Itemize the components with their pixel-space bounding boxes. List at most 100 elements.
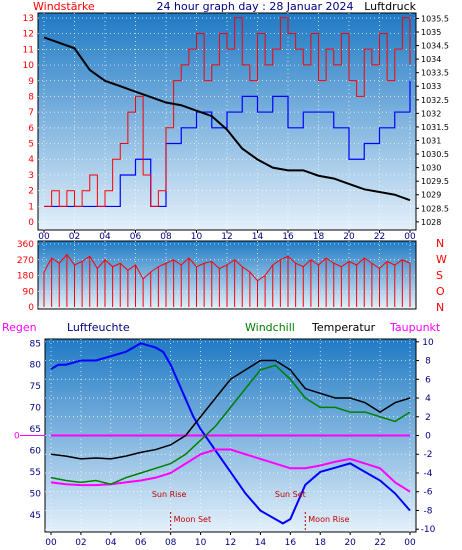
temp-tick-label: -10: [421, 525, 436, 535]
temp-tick-label: 0: [425, 432, 431, 442]
wind-tick-label: 6: [28, 124, 34, 134]
humidity-tick-label: 55: [30, 468, 41, 478]
direction-tick-label: 90: [23, 287, 35, 297]
legend-humidity: Luftfeuchte: [67, 321, 130, 334]
direction-tick-label: 270: [17, 256, 34, 266]
series-wind-average: [44, 80, 411, 208]
x-tick-label: 20: [344, 538, 356, 548]
wind-tick-label: 7: [28, 108, 34, 118]
astro-annotations: Sun Rise Sun Set Moon Set Moon Rise: [152, 490, 350, 532]
wind-direction-series: [43, 253, 411, 307]
wind-tick-label: 9: [28, 77, 34, 87]
humidity-tick-label: 80: [30, 361, 42, 371]
pressure-tick-label: 1031.5: [421, 123, 449, 132]
wind-tick-label: 0: [28, 218, 34, 228]
series-wind-direction: [43, 253, 411, 282]
compass-label: O: [436, 285, 445, 298]
humidity-axis-ticks: 45 50 55 60 65 70 75 80 85 0: [14, 339, 45, 521]
temp-tick-label: -8: [424, 506, 433, 516]
x-tick-label: 08: [160, 232, 172, 242]
series-pressure: [43, 36, 411, 202]
temp-tick-label: 8: [425, 357, 431, 367]
series-temperature: [50, 359, 411, 460]
direction-tick-label: 360: [17, 240, 34, 250]
x-tick-label: 18: [313, 232, 325, 242]
climate-time-axis-ticks: 00 02 04 06 08 10 12 14 16 18 20 22 00: [45, 532, 416, 548]
x-tick-label: 14: [255, 538, 267, 548]
rain-tick-label: 0: [14, 432, 20, 442]
compass-label: N: [436, 237, 444, 250]
wind-tick-label: 8: [28, 92, 34, 102]
x-tick-label: 04: [99, 232, 111, 242]
wind-tick-label: 2: [28, 187, 34, 197]
humidity-tick-label: 50: [30, 489, 42, 499]
pressure-tick-label: 1033: [421, 82, 441, 91]
pressure-tick-label: 1031: [421, 136, 441, 145]
series-windchill: [50, 364, 411, 486]
x-tick-label: 00: [45, 538, 57, 548]
wind-tick-label: 11: [23, 45, 34, 55]
x-tick-label: 06: [135, 538, 147, 548]
legend-windchill: Windchill: [245, 321, 295, 334]
legend-rain: Regen: [2, 321, 37, 334]
wind-tick-label: 13: [23, 14, 34, 24]
wind-tick-label: 4: [28, 155, 34, 165]
humidity-tick-label: 45: [30, 511, 41, 521]
temp-tick-label: -6: [424, 488, 433, 498]
direction-tick-label: 0: [28, 303, 34, 313]
x-tick-label: 00: [38, 232, 50, 242]
pressure-tick-label: 1035: [421, 28, 441, 37]
wind-time-axis-ticks: 00 02 04 06 08 10 12 14 16 18 20 22 00: [38, 230, 416, 242]
series-humidity: [50, 342, 411, 525]
temp-tick-label: 10: [422, 338, 434, 348]
temp-tick-label: 4: [425, 394, 431, 404]
x-tick-label: 16: [285, 538, 297, 548]
pressure-panel-title: Luftdruck: [364, 0, 416, 13]
pressure-tick-label: 1034.5: [421, 42, 449, 51]
wind-pressure-series: [43, 17, 411, 208]
wind-tick-label: 1: [28, 202, 34, 212]
compass-label: N: [436, 301, 444, 314]
climate-series: [50, 342, 411, 525]
pressure-tick-label: 1032.5: [421, 96, 449, 105]
x-tick-label: 10: [191, 232, 203, 242]
pressure-axis-ticks: 1028 1028.5 1029 1029.5 1030 1030.5 1031 1031.5…: [416, 14, 449, 227]
temp-tick-label: -2: [424, 450, 433, 460]
pressure-tick-label: 1029.5: [421, 177, 449, 186]
temp-tick-label: 6: [425, 375, 431, 385]
direction-axis-ticks: 0 90 180 270 360: [17, 240, 34, 313]
pressure-tick-label: 1033.5: [421, 69, 449, 78]
x-tick-label: 10: [195, 538, 207, 548]
x-tick-label: 00: [404, 538, 416, 548]
x-tick-label: 12: [221, 232, 232, 242]
wind-panel-title: Windstärke: [33, 0, 95, 13]
humidity-tick-label: 70: [30, 404, 42, 414]
annotation-label: Sun Set: [275, 490, 306, 499]
pressure-tick-label: 1028: [421, 218, 441, 227]
x-tick-label: 02: [69, 232, 80, 242]
legend-temperature: Temperatur: [311, 321, 376, 334]
temp-tick-label: -4: [424, 469, 433, 479]
annotation-label: Moon Rise: [308, 515, 349, 524]
x-tick-label: 00: [404, 232, 416, 242]
pressure-tick-label: 1032: [421, 109, 441, 118]
x-tick-label: 18: [315, 538, 327, 548]
x-tick-label: 22: [374, 232, 385, 242]
x-tick-label: 08: [165, 538, 177, 548]
wind-tick-label: 3: [28, 171, 34, 181]
humidity-tick-label: 60: [30, 447, 42, 457]
x-tick-label: 04: [105, 538, 117, 548]
x-tick-label: 06: [130, 232, 142, 242]
annotation-label: Moon Set: [174, 515, 211, 524]
pressure-tick-label: 1029: [421, 191, 441, 200]
x-tick-label: 16: [282, 232, 294, 242]
chart-title: 24 hour graph day : 28 Januar 2024: [157, 0, 354, 13]
x-tick-label: 12: [225, 538, 236, 548]
pressure-tick-label: 1030.5: [421, 150, 449, 159]
series-wind-gust: [44, 17, 411, 207]
pressure-tick-label: 1035.5: [421, 14, 449, 23]
